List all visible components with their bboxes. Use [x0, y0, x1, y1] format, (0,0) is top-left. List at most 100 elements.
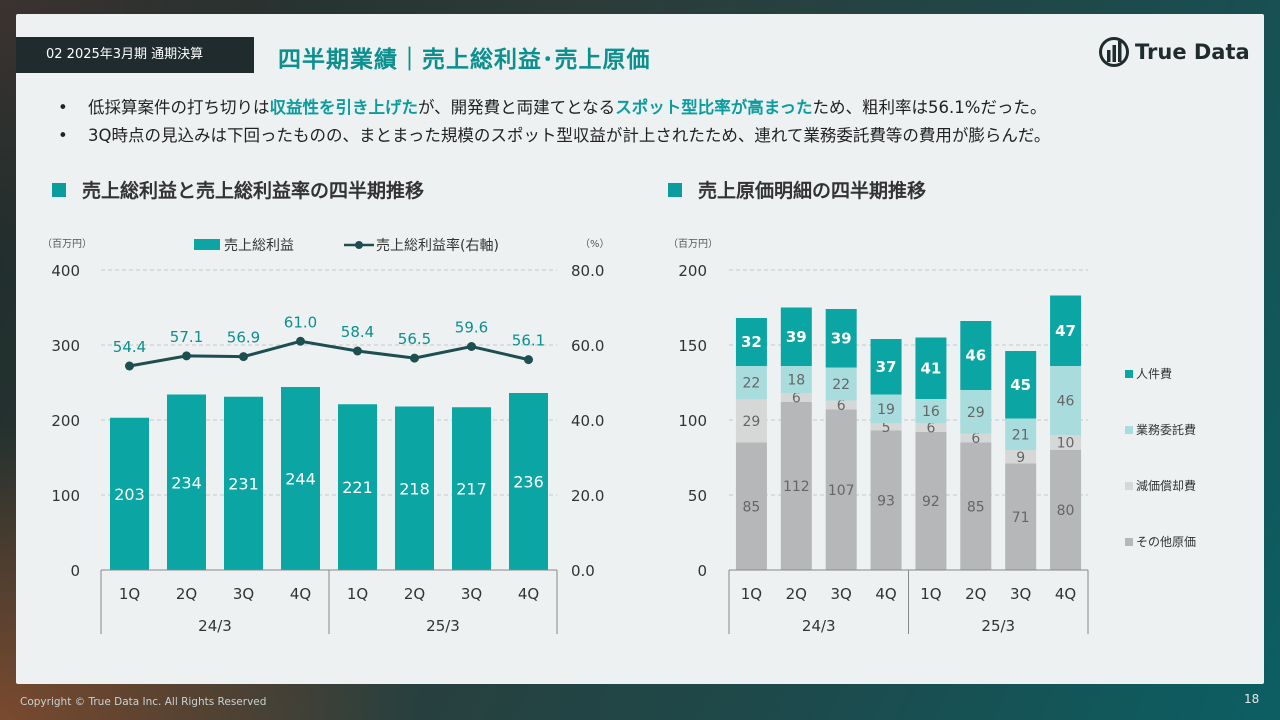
left-chart-title: 売上総利益と売上総利益率の四半期推移 — [82, 180, 425, 202]
legend-swatch — [1125, 482, 1133, 490]
stack-segment — [870, 430, 902, 570]
segment-value-label: 6 — [971, 431, 980, 447]
bar-value-label: 244 — [285, 470, 316, 489]
stack-segment — [825, 309, 857, 368]
bullet-text: 3Q時点の見込みは下回ったものの、まとまった規模のスポット型収益が計上されたため… — [88, 126, 1051, 145]
y2-tick-label: 0.0 — [571, 562, 595, 580]
stack-segment — [735, 366, 767, 399]
segment-value-label: 29 — [967, 405, 985, 421]
segment-value-label: 6 — [837, 398, 846, 414]
y-tick-label: 0 — [70, 562, 80, 580]
stack-segment — [960, 321, 992, 390]
stack-segment — [1050, 366, 1082, 435]
y-tick-label: 400 — [51, 262, 80, 280]
stack-segment — [1050, 435, 1082, 450]
x-tick-label: 4Q — [1055, 585, 1076, 603]
segment-value-label: 107 — [828, 483, 855, 499]
segment-value-label: 6 — [792, 391, 801, 407]
y-tick-label: 100 — [678, 412, 707, 430]
stack-segment — [870, 423, 902, 431]
rate-label: 59.6 — [455, 319, 488, 337]
stack-segment — [825, 409, 857, 570]
bullet-text: 低採算案件の打ち切りは収益性を引き上げたが、開発費と両建てとなるスポット型比率が… — [88, 98, 1047, 117]
rate-label: 54.4 — [113, 338, 146, 356]
segment-value-label: 32 — [741, 333, 762, 351]
stack-segment — [1005, 351, 1037, 419]
x-tick-label: 3Q — [233, 585, 254, 603]
segment-value-label: 85 — [967, 499, 985, 515]
y2-tick-label: 60.0 — [571, 337, 604, 355]
y-axis-unit: （百万円） — [42, 238, 92, 250]
stack-segment — [915, 399, 947, 423]
legend-label: 売上総利益率(右軸) — [376, 237, 499, 254]
stack-segment — [960, 390, 992, 434]
bar-value-label: 203 — [114, 485, 145, 504]
y-tick-label: 300 — [51, 337, 80, 355]
y-tick-label: 150 — [678, 337, 707, 355]
segment-value-label: 46 — [1057, 394, 1075, 410]
y2-tick-label: 20.0 — [571, 487, 604, 505]
y-tick-label: 50 — [688, 487, 707, 505]
bullet-item: • 3Q時点の見込みは下回ったものの、まとまった規模のスポット型収益が計上された… — [58, 122, 1050, 150]
y2-tick-label: 40.0 — [571, 412, 604, 430]
segment-value-label: 39 — [831, 329, 852, 347]
x-tick-label: 1Q — [920, 585, 941, 603]
x-tick-label: 2Q — [404, 585, 425, 603]
bar — [224, 396, 263, 570]
stack-segment — [1050, 450, 1082, 570]
x-tick-label: 3Q — [461, 585, 482, 603]
x-tick-label: 2Q — [965, 585, 986, 603]
rate-label: 57.1 — [170, 328, 203, 346]
stack-segment — [735, 318, 767, 366]
segment-value-label: 39 — [786, 328, 807, 346]
bar — [338, 404, 377, 570]
x-group-label: 24/3 — [198, 617, 232, 635]
legend-label: 人件費 — [1136, 366, 1172, 381]
bar-value-label: 217 — [456, 480, 487, 499]
stack-segment — [825, 400, 857, 410]
rate-point — [353, 346, 362, 356]
x-tick-label: 3Q — [831, 585, 852, 603]
y-tick-label: 0 — [697, 562, 707, 580]
x-group-label: 24/3 — [802, 617, 836, 635]
x-tick-label: 4Q — [518, 585, 539, 603]
rate-point — [125, 361, 134, 371]
company-logo: True Data — [1098, 36, 1250, 68]
stack-segment — [960, 433, 992, 443]
x-tick-label: 4Q — [290, 585, 311, 603]
stack-segment — [915, 423, 947, 432]
segment-value-label: 45 — [1010, 376, 1031, 394]
bar — [452, 407, 491, 570]
segment-value-label: 10 — [1057, 436, 1075, 452]
rate-point — [524, 355, 533, 365]
segment-value-label: 29 — [743, 414, 761, 430]
segment-value-label: 112 — [783, 479, 810, 495]
segment-value-label: 92 — [922, 494, 940, 510]
legend-label: 減価償却費 — [1136, 478, 1196, 493]
rate-point — [410, 353, 419, 363]
segment-value-label: 93 — [877, 493, 895, 509]
stack-segment — [735, 442, 767, 570]
legend-label: 売上総利益 — [224, 238, 294, 254]
logo-text: True Data — [1135, 40, 1250, 64]
segment-value-label: 46 — [965, 347, 986, 365]
stack-segment — [735, 399, 767, 443]
page-title: 四半期業績｜売上総利益･売上原価 — [278, 47, 651, 73]
segment-value-label: 9 — [1016, 450, 1025, 466]
heading-square-icon — [52, 182, 66, 197]
segment-value-label: 18 — [787, 373, 805, 389]
bullet-dot: • — [58, 126, 68, 145]
stack-segment — [825, 367, 857, 401]
stack-segment — [780, 366, 812, 393]
footer-copyright: Copyright © True Data Inc. All Rights Re… — [20, 696, 267, 708]
legend-swatch — [1125, 426, 1133, 434]
bar — [167, 394, 206, 570]
segment-value-label: 6 — [926, 421, 935, 437]
legend-label: その他原価 — [1136, 535, 1196, 549]
bar — [509, 393, 548, 570]
segment-value-label: 37 — [876, 358, 897, 376]
logo-mark-icon — [1099, 37, 1129, 67]
x-tick-label: 3Q — [1010, 585, 1031, 603]
y-axis-unit: （百万円） — [668, 238, 718, 250]
stack-segment — [1050, 295, 1082, 366]
